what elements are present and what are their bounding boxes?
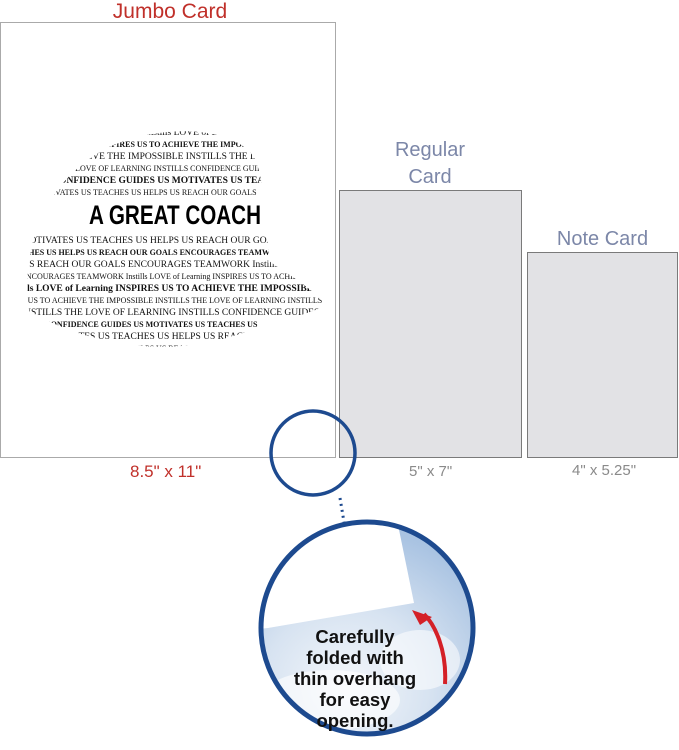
- jumbo-card-title: Jumbo Card: [112, 0, 228, 23]
- regular-card-title: Regular Card: [339, 137, 521, 191]
- cap-phrase-line: GUIDES US MOTIVATES US TEACHES US HELPS …: [1, 332, 306, 342]
- cap-phrase-line: INSPIRES US TO ACHIEVE THE IMPOSSIBLE IN…: [1, 152, 337, 162]
- magnifier-large-circle: [258, 519, 476, 737]
- cap-phrase-line: INSTILLS THE LOVE OF LEARNING INSTILLS C…: [21, 164, 337, 173]
- cap-phrase-line: INSTILLS CONFIDENCE GUIDES US MOTIVATES …: [6, 176, 305, 186]
- cap-headline: A GREAT COACH: [89, 200, 261, 230]
- regular-card-title-line2: Card: [408, 166, 452, 188]
- cap-phrase-line: HELPS US REACH OUR GOALS ENCOURAGES TEAM…: [1, 259, 337, 270]
- jumbo-card-size: 8.5" x 11": [130, 462, 202, 481]
- cap-phrase-line: INSTILLS CONFIDENCE GUIDES US MOTIVATES …: [6, 320, 258, 329]
- cap-phrase-line: GUIDES US MOTIVATES US TEACHES US HELPS …: [1, 188, 257, 197]
- cap-phrase-line: Instills LOVE of Learning INSPIRES US TO…: [6, 140, 337, 149]
- magnifier-small-circle: [269, 409, 357, 497]
- callout-line: Carefully: [315, 626, 395, 647]
- cap-phrase-line: INSPIRES US TO ACHIEVE THE IMPOSSIBLE IN…: [1, 296, 337, 305]
- regular-card: [339, 190, 522, 458]
- cap-illustration: ENCOURAGES TEAMWORK Instills LOVE of Lea…: [1, 127, 337, 353]
- note-card: [527, 252, 678, 458]
- cap-phrase-line: INSTILLS THE LOVE OF LEARNING INSTILLS C…: [21, 308, 337, 318]
- callout-line: opening.: [316, 710, 394, 731]
- callout-text: Carefully folded with thin overhang for …: [270, 626, 440, 731]
- regular-card-size: 5" x 7": [409, 463, 453, 480]
- note-card-title: Note Card: [556, 228, 649, 250]
- cap-phrase-line: Instills LOVE of Learning INSPIRES US TO…: [6, 284, 337, 294]
- regular-card-title-line1: Regular: [394, 139, 466, 161]
- cap-phrase-line: MOTIVATES US TEACHES US HELPS US REACH O…: [21, 236, 337, 246]
- cap-phrase-line: MOTIVATES US TEACHES US HELPS US REACH O…: [21, 344, 337, 353]
- cap-phrase-line: TEACHES US HELPS US REACH OUR GOALS ENCO…: [6, 248, 337, 257]
- callout-line: thin overhang: [293, 668, 417, 689]
- note-card-size: 4" x 5.25": [572, 462, 637, 479]
- cap-phrase-line: ENCOURAGES TEAMWORK Instills LOVE of Lea…: [21, 272, 337, 281]
- callout-line: for easy: [319, 689, 391, 710]
- cap-phrase-line: ENCOURAGES TEAMWORK Instills LOVE of Lea…: [21, 127, 337, 138]
- jumbo-card: ENCOURAGES TEAMWORK Instills LOVE of Lea…: [0, 22, 336, 458]
- callout-line: folded with: [306, 647, 404, 668]
